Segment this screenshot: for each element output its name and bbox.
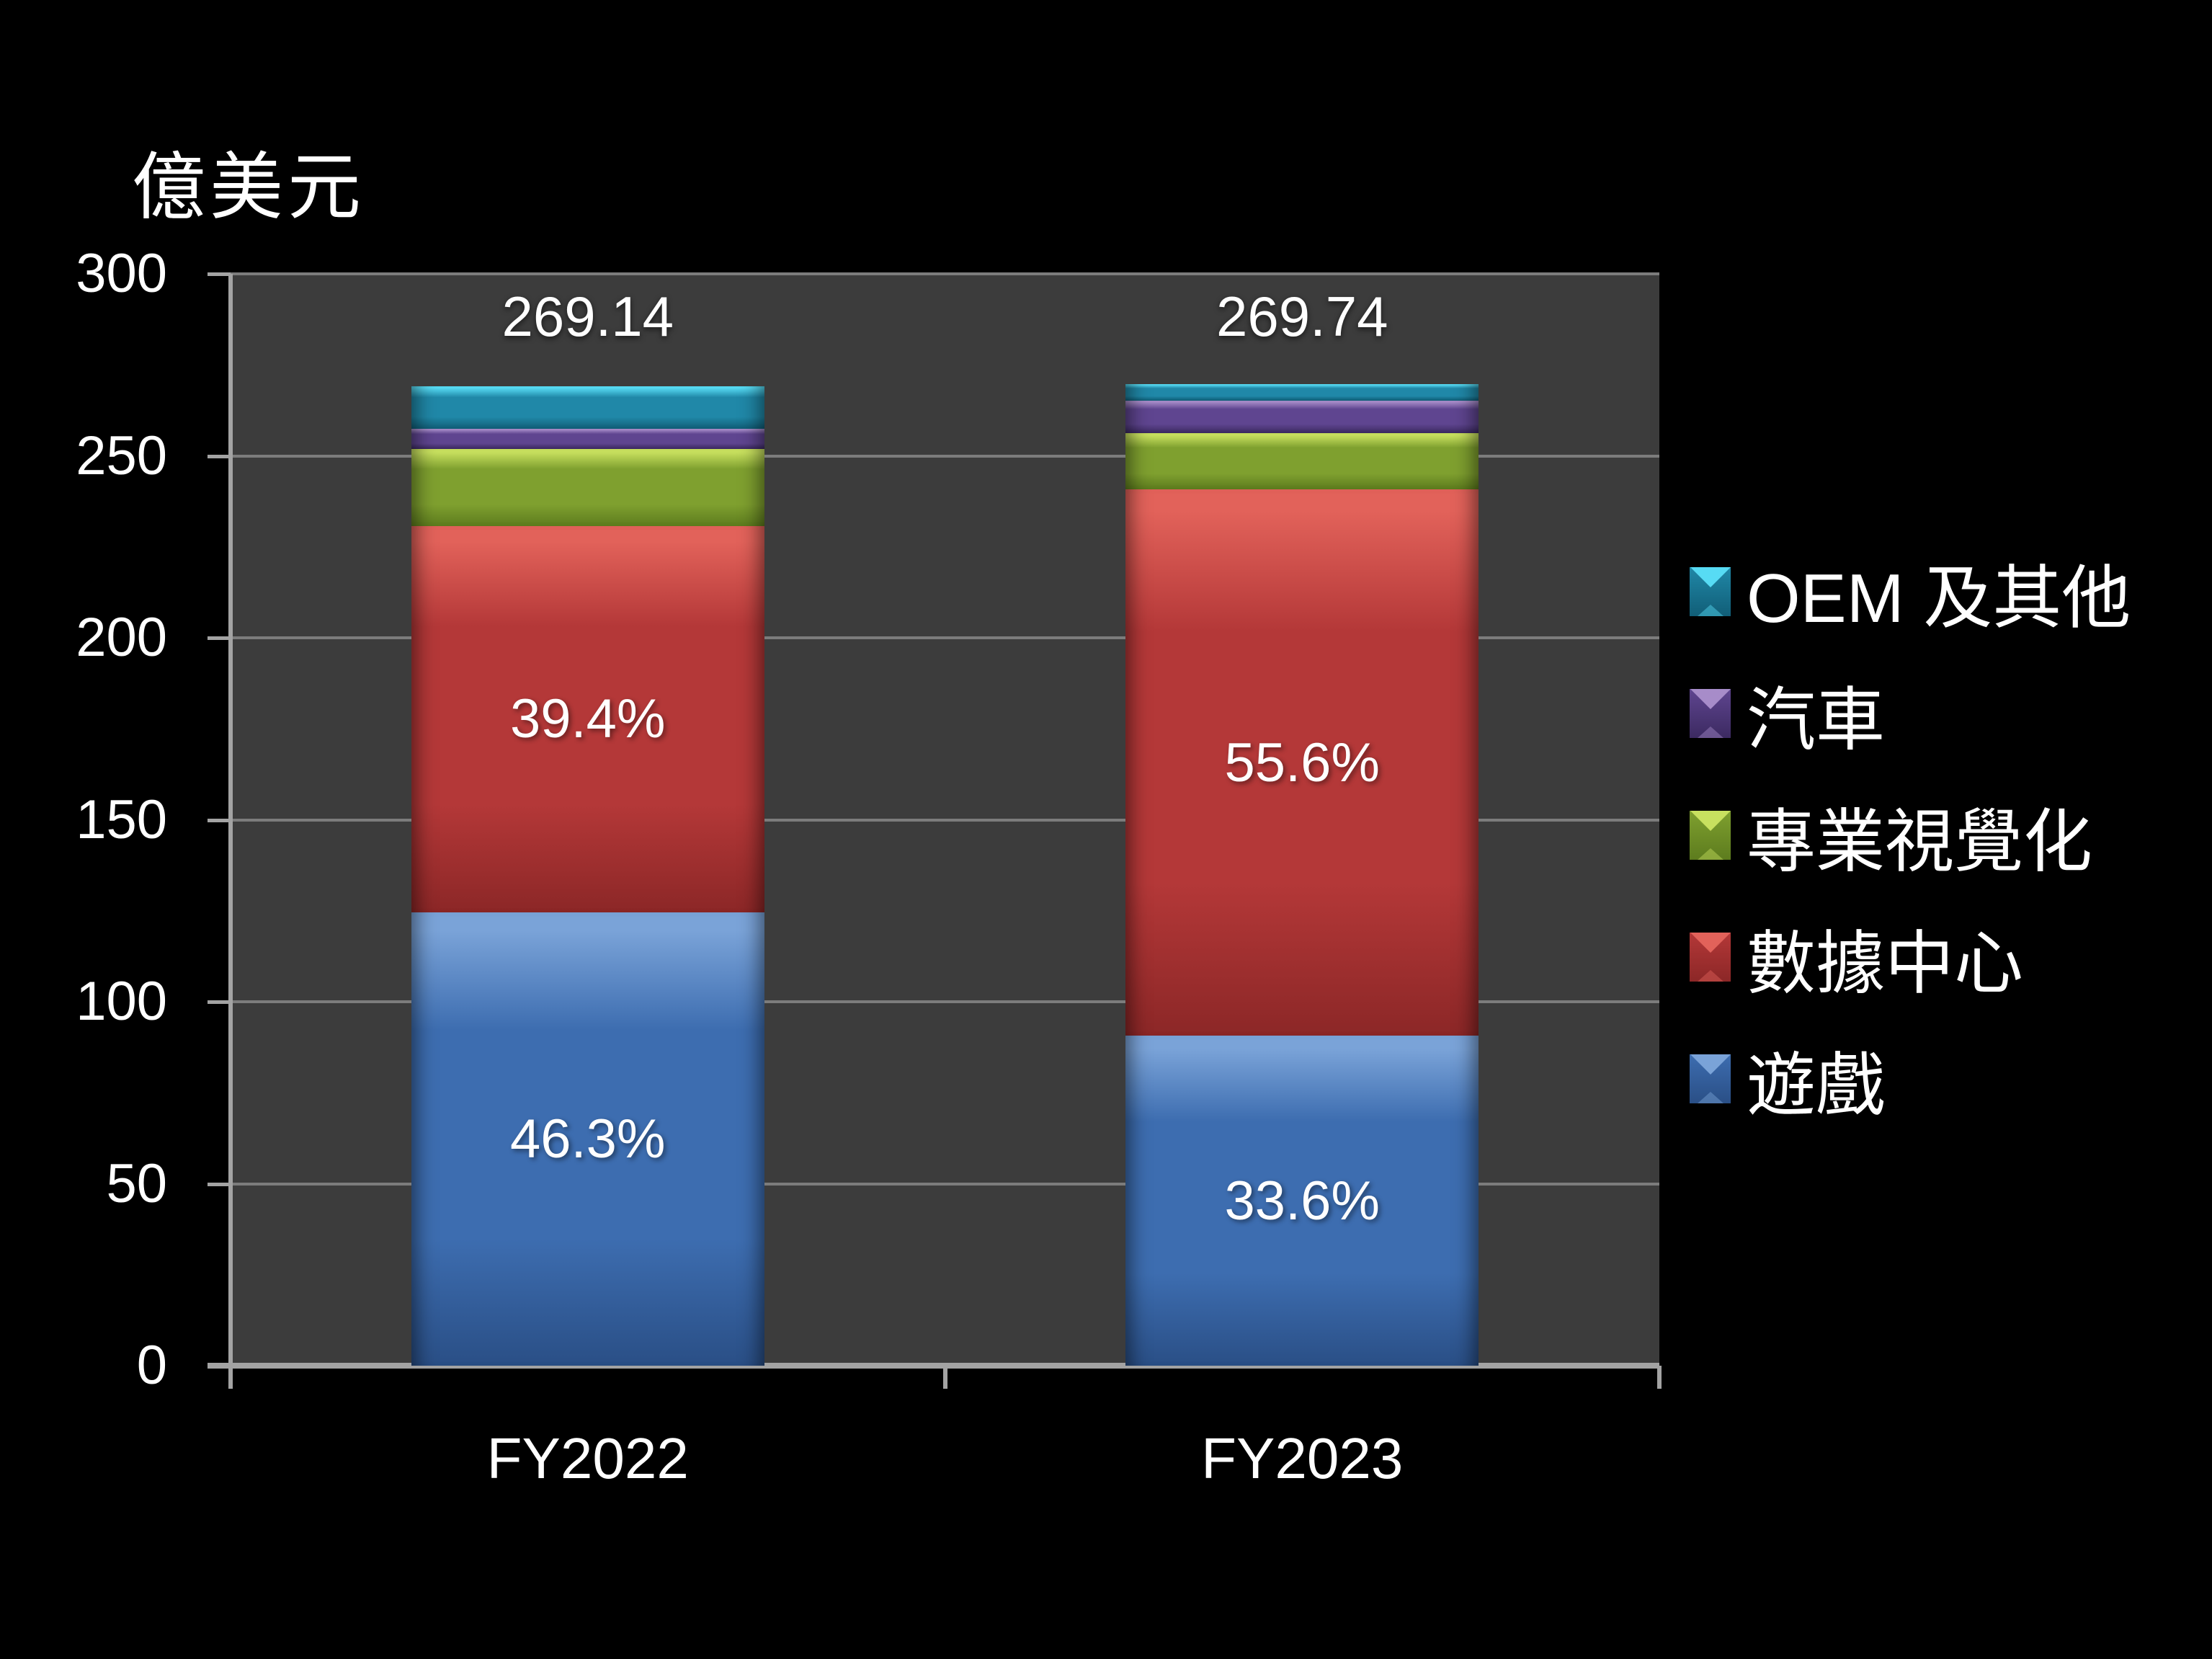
legend-label: OEM 及其他 <box>1747 559 2131 637</box>
bar-segment-professional-visualization <box>411 449 764 526</box>
gridline-150 <box>231 818 1659 822</box>
x-axis-tick <box>228 1366 233 1389</box>
legend-swatch-highlight <box>1690 933 1731 953</box>
bar-segment-gaming: 46.3% <box>411 912 764 1366</box>
y-axis-tick <box>208 818 231 822</box>
legend-swatch-glow <box>1697 848 1723 860</box>
bar-segment-professional-visualization <box>1125 433 1479 490</box>
bar-segment-data-center: 55.6% <box>1125 489 1479 1036</box>
legend-swatch-data-center <box>1690 933 1731 982</box>
y-axis-label: 100 <box>76 971 167 1032</box>
y-axis-tick <box>208 1182 231 1186</box>
legend-swatch-highlight <box>1690 1054 1731 1075</box>
legend: OEM 及其他 汽車專業視覺化數據中心遊戲 <box>1690 0 2208 1659</box>
legend-item-oem-other: OEM 及其他 <box>1690 556 2131 637</box>
bar-segment-percent-label: 33.6% <box>1224 1170 1381 1232</box>
y-axis-tick <box>208 1364 231 1368</box>
bar-segment-gaming: 33.6% <box>1125 1036 1479 1366</box>
bar-total-label: 269.14 <box>501 285 674 348</box>
legend-swatch-professional-visualization <box>1690 811 1731 860</box>
legend-swatch-gaming <box>1690 1054 1731 1103</box>
bar-segment-percent-label: 46.3% <box>510 1108 666 1170</box>
x-axis-category-label: FY2022 <box>486 1426 689 1490</box>
y-axis-label: 0 <box>136 1335 167 1396</box>
legend-item-data-center: 數據中心 <box>1690 921 2023 1002</box>
gridline-50 <box>231 1182 1659 1186</box>
gridline-100 <box>231 1000 1659 1003</box>
x-axis-tick <box>1657 1366 1662 1389</box>
bar-segment-automotive <box>411 428 764 450</box>
x-axis-line <box>208 1363 1659 1369</box>
y-axis-tick <box>208 454 231 458</box>
y-axis-label: 150 <box>76 788 167 850</box>
bar-segment-automotive <box>1125 400 1479 434</box>
legend-label: 遊戲 <box>1747 1046 1885 1124</box>
legend-swatch-highlight <box>1690 811 1731 831</box>
y-axis-unit-title: 億美元 <box>132 146 365 228</box>
legend-swatch-highlight <box>1690 689 1731 709</box>
legend-swatch-highlight <box>1690 567 1731 587</box>
gridline-300 <box>231 272 1659 275</box>
bar-segment-percent-label: 39.4% <box>510 688 666 750</box>
legend-swatch-glow <box>1697 970 1723 982</box>
legend-swatch-oem-other <box>1690 567 1731 616</box>
legend-item-automotive: 汽車 <box>1690 677 1885 759</box>
y-axis-tick <box>208 272 231 276</box>
y-axis-label: 200 <box>76 607 167 668</box>
x-axis-category-label: FY2023 <box>1201 1426 1404 1490</box>
stacked-bar-fy2023: 33.6% 55.6% <box>1125 274 1479 1366</box>
bar-segment-percent-label: 55.6% <box>1224 731 1381 793</box>
bar-segment-oem-other <box>411 386 764 429</box>
stacked-bar-fy2022: 46.3% 39.4% <box>411 274 764 1366</box>
legend-swatch-automotive <box>1690 689 1731 738</box>
bar-segment-oem-other <box>1125 383 1479 401</box>
y-axis-label: 250 <box>76 424 167 486</box>
legend-label: 數據中心 <box>1747 925 2023 1002</box>
legend-swatch-glow <box>1697 1092 1723 1103</box>
legend-item-gaming: 遊戲 <box>1690 1043 1885 1124</box>
y-axis-tick <box>208 1000 231 1004</box>
y-axis-line <box>228 274 233 1389</box>
y-axis-label: 300 <box>76 243 167 304</box>
legend-label: 汽車 <box>1747 681 1885 759</box>
bar-segment-data-center: 39.4% <box>411 525 764 912</box>
x-axis-tick <box>942 1366 947 1389</box>
legend-swatch-glow <box>1697 605 1723 616</box>
legend-swatch-glow <box>1697 726 1723 738</box>
y-axis-label: 50 <box>106 1152 167 1214</box>
gridline-250 <box>231 454 1659 458</box>
bar-total-label: 269.74 <box>1216 285 1388 348</box>
y-axis-tick <box>208 636 231 640</box>
gridline-200 <box>231 636 1659 639</box>
legend-item-professional-visualization: 專業視覺化 <box>1690 799 2092 881</box>
legend-label: 專業視覺化 <box>1747 803 2092 881</box>
